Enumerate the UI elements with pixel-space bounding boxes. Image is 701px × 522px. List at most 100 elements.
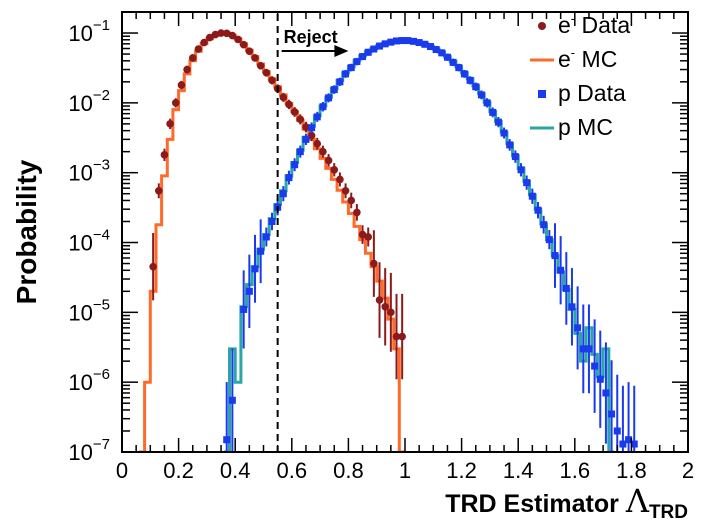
p-data-point [460, 70, 468, 78]
e-data-point [313, 139, 322, 148]
y-tick-label: 10−2 [68, 87, 110, 116]
e-data-point [347, 196, 356, 205]
e-data-point [296, 115, 305, 124]
x-tick-labels: 0 0.2 0.4 0.6 0.8 1 1.2 1.4 1.6 1.8 2 [116, 458, 694, 483]
y-tick-label-base: 10 [68, 440, 92, 465]
p-data-point [443, 53, 451, 61]
legend: e- Data e- MC p Data p MC [530, 11, 630, 140]
e-data-point [251, 54, 259, 62]
p-data-point [574, 324, 582, 332]
reject-arrow-head [334, 45, 349, 57]
p-data-point [336, 78, 344, 86]
e-data-point [205, 33, 214, 42]
e-data-point [217, 29, 225, 37]
p-data-point [534, 206, 542, 214]
x-axis-title-main: TRD Estimator [445, 490, 626, 518]
e-data-point [387, 308, 395, 317]
e-data-point [200, 38, 208, 47]
x-axis-title-symbol: Λ [625, 482, 650, 520]
x-tick-label: 1.6 [560, 458, 591, 483]
plot-area [139, 29, 638, 452]
y-tick-label: 10−1 [68, 17, 110, 46]
e-data-point [336, 175, 344, 184]
e-data-point [188, 54, 197, 62]
e-mc-histogram [139, 31, 405, 452]
legend-label-main: e [558, 46, 571, 72]
y-tick-label-exponent: −2 [93, 87, 110, 104]
legend-label-rest: MC [575, 46, 617, 72]
p-data-point [472, 83, 480, 91]
e-data-point [307, 131, 316, 140]
e-data-point [171, 99, 180, 107]
p-data-point [319, 103, 327, 111]
p-data-point [596, 375, 604, 383]
legend-label-main: p MC [558, 114, 613, 140]
legend-marker-square [538, 90, 546, 98]
legend-label: e- Data [558, 11, 630, 38]
x-axis-title: TRD Estimator ΛTRD [445, 482, 688, 522]
p-data-point [245, 287, 253, 295]
x-tick-label: 1.8 [616, 458, 647, 483]
p-data-point [494, 118, 502, 126]
p-data-point [477, 91, 485, 99]
p-data-point [228, 396, 236, 404]
p-data-point [523, 179, 531, 187]
e-data-point [177, 81, 186, 89]
p-data-point [308, 124, 316, 132]
p-data-point [432, 46, 440, 54]
p-data-point [353, 58, 361, 66]
e-data-point [245, 47, 254, 55]
x-tick-label: 1.2 [446, 458, 477, 483]
y-tick-label-base: 10 [68, 231, 92, 256]
e-data-point [290, 108, 299, 116]
p-data-point [387, 38, 395, 46]
legend-label: p MC [558, 114, 613, 140]
p-data-point [330, 86, 338, 94]
p-data-point [415, 39, 423, 47]
e-data-point [392, 332, 401, 341]
x-tick-label: 1 [399, 458, 411, 483]
legend-label-main: p Data [558, 80, 626, 106]
y-tick-label-exponent: −1 [93, 17, 110, 34]
e-data-point [302, 123, 310, 131]
e-data-point [194, 45, 203, 53]
p-data-point [313, 113, 321, 121]
p-data-point [630, 440, 638, 448]
p-data-point [551, 252, 559, 260]
p-data-point [608, 410, 616, 418]
p-data-point [359, 53, 367, 61]
p-data-point [483, 99, 491, 107]
p-data-point [262, 233, 270, 241]
p-data-point [489, 108, 497, 116]
p-data-point [393, 37, 401, 45]
p-data-point [602, 389, 610, 397]
y-tick-label-exponent: −3 [93, 157, 110, 174]
x-tick-label: 0.8 [333, 458, 364, 483]
e-data-point [398, 332, 406, 341]
y-tick-label: 10−3 [68, 157, 110, 186]
p-data-point [381, 40, 389, 48]
e-data-point [375, 296, 384, 304]
p-data-point [613, 427, 621, 435]
p-data-point [545, 236, 553, 244]
p-data-point [506, 141, 514, 149]
p-data-point [557, 266, 565, 274]
e-data-point [149, 262, 157, 271]
p-data-point [562, 284, 570, 292]
e-data-point [183, 65, 191, 74]
p-data-point [511, 153, 519, 161]
legend-label-sup: - [571, 45, 575, 60]
e-data-point [285, 100, 293, 109]
p-data-point [466, 76, 474, 84]
p-data-point [579, 345, 587, 353]
legend-label: p Data [558, 80, 626, 106]
x-tick-label: 2 [682, 458, 694, 483]
p-data-point [251, 265, 259, 273]
x-tick-label: 0.2 [163, 458, 194, 483]
p-data-point [540, 221, 548, 229]
p-data-point [376, 42, 384, 50]
e-data-point [381, 303, 389, 311]
y-tick-label-exponent: −4 [93, 227, 110, 244]
p-data-point [438, 49, 446, 57]
